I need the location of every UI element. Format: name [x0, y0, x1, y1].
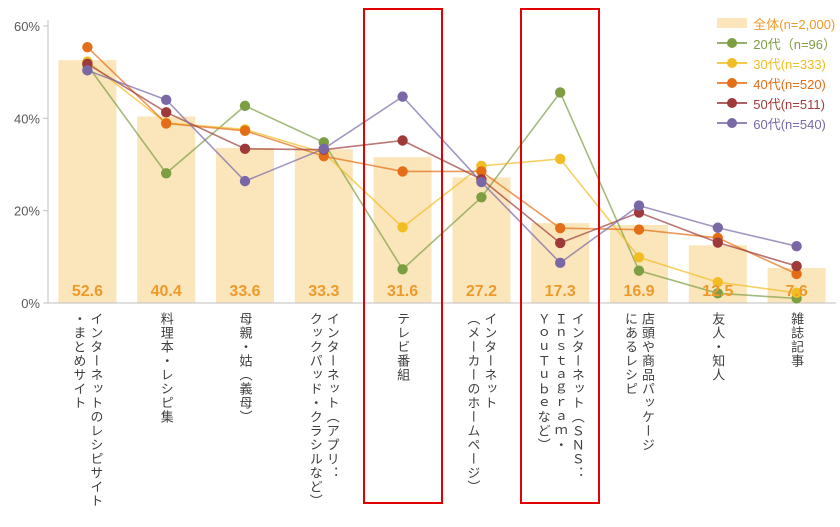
- series-dot: [791, 268, 802, 280]
- series-dot: [476, 166, 487, 177]
- series-dot: [633, 224, 645, 235]
- series-dot: [397, 222, 408, 233]
- y-tick-label: 0%: [21, 296, 40, 311]
- series-dot: [633, 200, 645, 211]
- series-dot: [555, 257, 566, 269]
- bar-value-label: 7.6: [785, 283, 807, 300]
- series-dot: [555, 153, 566, 165]
- legend: 全体(n=2,000) 20代（n=96） 30代(n=333) 40代(n=520)…: [717, 13, 836, 133]
- series-dot: [161, 94, 172, 106]
- legend-label: 20代（n=96）: [753, 36, 836, 52]
- legend-label: 30代(n=333): [753, 56, 826, 72]
- legend-bar-swatch-icon: [717, 17, 748, 29]
- series-dot: [318, 143, 329, 155]
- category-label: インターネット （メーカーのホームページ）: [465, 312, 498, 494]
- bar-value-label: 16.9: [623, 283, 654, 300]
- series-dot: [633, 265, 645, 276]
- series-dot: [633, 252, 645, 263]
- y-tick-label: 20%: [14, 204, 40, 219]
- series-dot: [82, 65, 93, 76]
- series-dot: [239, 175, 251, 187]
- legend-line-dot-swatch-icon: [717, 117, 748, 129]
- legend-item: 全体(n=2,000): [717, 13, 836, 33]
- bar-value-label: 33.3: [308, 283, 339, 300]
- legend-label: 50代(n=511): [753, 96, 825, 112]
- series-dot: [712, 222, 723, 233]
- legend-line-dot-swatch-icon: [717, 97, 748, 109]
- series-dot: [555, 237, 566, 249]
- bar-value-label: 33.6: [229, 283, 260, 300]
- series-dot: [397, 166, 408, 177]
- series-dot: [397, 91, 408, 102]
- series-dot: [161, 107, 172, 118]
- legend-label: 60代(n=540): [753, 116, 826, 132]
- category-label: 友人・知人: [710, 312, 726, 382]
- series-dot: [791, 241, 802, 252]
- category-label: インターネットのレシピサイト ・まとめサイト: [71, 312, 104, 508]
- series-dot: [712, 237, 723, 248]
- series-dot: [712, 288, 723, 299]
- bar-value-label: 52.6: [72, 283, 103, 300]
- legend-item: 20代（n=96）: [717, 33, 836, 53]
- series-dot: [712, 277, 723, 288]
- bar-value-label: 27.2: [466, 283, 497, 300]
- bar-value-label: 40.4: [151, 283, 182, 300]
- series-dot: [791, 260, 802, 272]
- bar-total: [58, 60, 117, 304]
- legend-label: 全体(n=2,000): [753, 16, 836, 32]
- category-label: インターネット（アプリ： クックパッド・クラシルなど）: [307, 312, 340, 508]
- series-dot: [791, 287, 802, 299]
- category-label: テレビ番組: [395, 312, 411, 382]
- bar-value-label: 31.6: [387, 283, 418, 300]
- series-dot: [161, 168, 172, 179]
- legend-line-dot-swatch-icon: [717, 77, 748, 89]
- series-dot: [239, 100, 251, 112]
- legend-line-dot-swatch-icon: [717, 37, 748, 49]
- series-dot: [397, 135, 408, 146]
- series-dot: [555, 87, 566, 98]
- category-label: 雑誌記事: [789, 312, 805, 368]
- legend-item: 50代(n=511): [717, 93, 836, 113]
- legend-item: 60代(n=540): [717, 113, 836, 133]
- category-label: 母親・姑（義母）: [237, 312, 253, 424]
- series-dot: [161, 118, 172, 129]
- category-label: インターネット（ＳＮＳ： Ｉｎｓｔａｇｒａｍ・ ＹｏｕＴｕｂｅなど）: [535, 312, 585, 480]
- series-dot: [555, 223, 566, 234]
- series-dot: [397, 264, 408, 275]
- y-tick-label: 60%: [14, 19, 40, 34]
- legend-line-dot-swatch-icon: [717, 57, 748, 69]
- series-dot: [239, 125, 251, 136]
- category-label: 料理本・レシピ集: [158, 312, 174, 424]
- series-dot: [82, 42, 93, 53]
- bar-value-label: 17.3: [545, 283, 576, 300]
- series-dot: [239, 143, 251, 155]
- legend-item: 40代(n=520): [717, 73, 836, 93]
- series-dot: [476, 176, 487, 188]
- legend-label: 40代(n=520): [753, 76, 826, 92]
- series-dot: [476, 192, 487, 203]
- category-label: 店頭や商品パッケージ にあるレシピ: [623, 312, 655, 452]
- bar-total: [216, 147, 274, 303]
- bar-value-label: 12.5: [702, 283, 733, 300]
- y-tick-label: 40%: [14, 111, 40, 126]
- legend-item: 30代(n=333): [717, 53, 836, 73]
